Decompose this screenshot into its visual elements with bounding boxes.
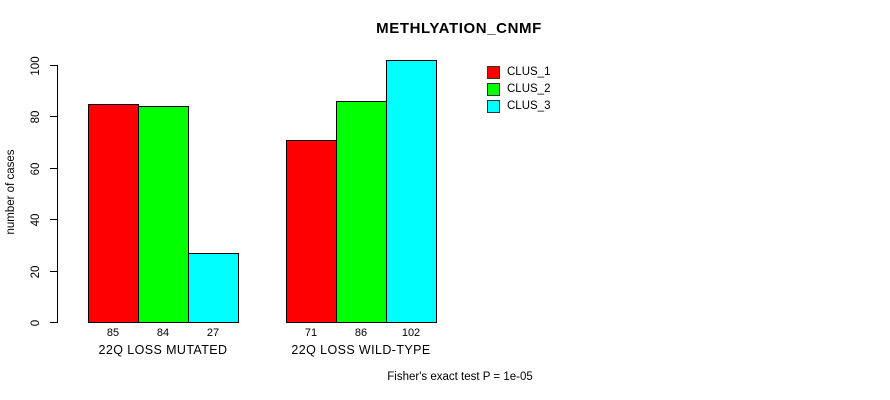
stat-annotation: Fisher's exact test P = 1e-05 <box>387 371 533 383</box>
bar <box>336 101 387 323</box>
legend-swatch <box>487 100 500 113</box>
y-tick <box>50 168 57 169</box>
y-tick-label: 80 <box>30 110 42 123</box>
y-tick <box>50 65 57 66</box>
y-tick-label: 20 <box>30 265 42 278</box>
y-tick <box>50 271 57 272</box>
bar-value-label: 102 <box>401 327 421 339</box>
legend-label: CLUS_1 <box>507 66 551 78</box>
y-tick-label: 0 <box>30 319 42 326</box>
bar <box>286 140 337 323</box>
bar <box>88 104 139 323</box>
chart-title: METHLYATION_CNMF <box>376 20 542 37</box>
legend-row: CLUS_1 <box>487 66 550 79</box>
category-label: 22Q LOSS MUTATED <box>98 343 228 357</box>
bar-value-label: 86 <box>354 327 368 339</box>
legend-row: CLUS_2 <box>487 83 550 96</box>
y-tick-label: 40 <box>30 213 42 226</box>
legend-swatch <box>487 83 500 96</box>
y-tick <box>50 219 57 220</box>
y-axis-line <box>57 65 58 323</box>
y-tick <box>50 322 57 323</box>
bar-value-label: 84 <box>156 327 170 339</box>
legend-row: CLUS_3 <box>487 100 550 113</box>
y-tick-label: 60 <box>30 162 42 175</box>
y-tick-label: 100 <box>30 55 42 76</box>
category-label: 22Q LOSS WILD-TYPE <box>291 343 431 357</box>
legend-label: CLUS_3 <box>507 100 551 112</box>
bar-value-label: 27 <box>206 327 220 339</box>
bar-value-label: 85 <box>106 327 120 339</box>
legend-swatch <box>487 66 500 79</box>
legend-label: CLUS_2 <box>507 83 551 95</box>
bar-value-label: 71 <box>304 327 318 339</box>
bar <box>386 60 437 323</box>
y-tick <box>50 116 57 117</box>
bar <box>138 106 189 323</box>
bar <box>188 253 239 323</box>
